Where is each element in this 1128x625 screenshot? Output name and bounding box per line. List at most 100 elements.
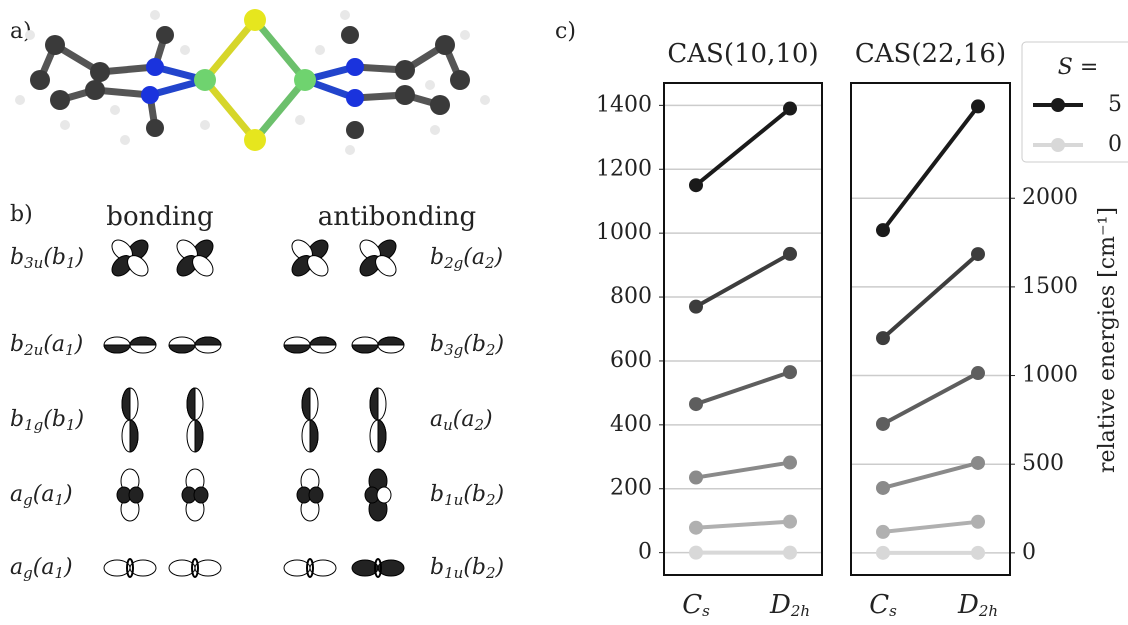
lobe-phase — [122, 388, 130, 420]
subscript: 2u — [23, 341, 43, 359]
data-point — [689, 471, 703, 485]
orbital-header: antibonding — [318, 202, 476, 232]
y-tick-label: 1500 — [1022, 274, 1078, 299]
symbol: ) — [494, 332, 504, 357]
subscript: 1 — [54, 491, 64, 509]
chart-title: CAS(10,10) — [667, 39, 818, 69]
y-axis-label: relative energies [cm⁻¹] — [1095, 207, 1120, 473]
torus — [309, 487, 323, 503]
symbol: b — [10, 407, 24, 432]
subscript: 1u — [444, 564, 463, 582]
data-point — [876, 223, 890, 237]
subscript: 1g — [24, 416, 43, 434]
molecule — [15, 9, 490, 155]
figure: a) b) c) bonding antibonding — [0, 0, 1128, 625]
data-point — [876, 331, 890, 345]
subscript: g — [23, 564, 33, 582]
symbol: a — [10, 482, 23, 507]
subscript: u — [443, 416, 453, 434]
lobe-phase — [284, 345, 310, 353]
orbital-label: ag(a1) — [10, 555, 73, 582]
panel-label: b) — [10, 202, 33, 227]
subscript: 3g — [444, 341, 463, 359]
symbol: (a — [43, 332, 65, 357]
subscript: s — [702, 602, 710, 620]
subscript: 3u — [24, 254, 43, 272]
orbital-icon — [352, 559, 404, 577]
legend-marker — [1051, 138, 1065, 152]
data-point — [971, 515, 985, 529]
symbol: (a — [453, 407, 475, 432]
data-point — [876, 481, 890, 495]
orbital-header: bonding — [106, 202, 213, 232]
orbital-label: b2g(a2) — [430, 245, 503, 272]
y-tick-label: 600 — [610, 348, 652, 373]
subscript: s — [889, 602, 897, 620]
orbital-icon — [370, 388, 386, 452]
orbital-icon — [122, 388, 138, 452]
lobe-phase — [302, 388, 310, 420]
orbital-label: b3g(b2) — [430, 332, 504, 359]
symbol: (b — [463, 555, 486, 580]
subscript: 2g — [443, 254, 463, 272]
orbital-icon — [169, 559, 221, 577]
orbital-icon — [187, 388, 203, 452]
chart-title: CAS(22,16) — [855, 39, 1006, 69]
legend-marker — [1051, 98, 1065, 112]
lobe-phase — [195, 337, 221, 345]
data-point — [971, 546, 985, 560]
lobe-phase — [378, 420, 386, 452]
lobe-phase — [370, 388, 378, 420]
symbol: (b — [43, 407, 66, 432]
lobe-phase — [378, 337, 404, 345]
orbital-icon — [173, 236, 217, 280]
x-tick-label: Cs — [682, 590, 710, 620]
subscript: 2h — [790, 602, 810, 620]
symbol: D — [769, 590, 791, 620]
data-point — [971, 456, 985, 470]
orbital-label: b1u(b2) — [430, 482, 504, 509]
subscript: 1 — [66, 254, 76, 272]
y-tick-label: 1400 — [596, 92, 652, 117]
symbol: b — [10, 332, 24, 357]
symbol: ) — [75, 245, 85, 270]
symbol: b — [430, 482, 444, 507]
symbol: ) — [495, 555, 505, 580]
symbol: (b — [43, 245, 66, 270]
symbol: b — [430, 332, 444, 357]
symbol: (a — [463, 245, 485, 270]
subscript: 2h — [978, 602, 998, 620]
lobe-phase — [169, 345, 195, 353]
legend-title: S = — [1058, 55, 1099, 80]
y-tick-label: 2000 — [1022, 185, 1078, 210]
data-point — [876, 417, 890, 431]
torus — [194, 487, 208, 503]
data-point — [971, 366, 985, 380]
orbital-label: b1u(b2) — [430, 555, 504, 582]
y-tick-label: 800 — [610, 284, 652, 309]
symbol: ) — [494, 245, 504, 270]
symbol: (a — [33, 555, 55, 580]
x-tick-label: Cs — [869, 590, 897, 620]
data-point — [783, 365, 797, 379]
symbol: C — [682, 590, 702, 620]
symbol: ) — [74, 407, 84, 432]
data-point — [971, 99, 985, 113]
orbital-icon — [284, 337, 336, 353]
orbital-icon — [365, 469, 391, 521]
orbital-icon — [104, 337, 156, 353]
orbital-icon — [356, 236, 400, 280]
orbital-icon — [284, 559, 336, 577]
orbital-label: au(a2) — [430, 407, 493, 434]
data-point — [783, 546, 797, 560]
data-point — [783, 247, 797, 261]
symbol: a — [430, 407, 443, 432]
y-tick-label: 0 — [638, 540, 652, 565]
plot-area — [664, 83, 822, 575]
orbital-label: ag(a1) — [10, 482, 73, 509]
data-point — [689, 521, 703, 535]
y-tick-label: 200 — [610, 476, 652, 501]
lobe-phase — [195, 420, 203, 452]
legend-label: 0 — [1108, 132, 1122, 157]
symbol: b — [430, 555, 444, 580]
